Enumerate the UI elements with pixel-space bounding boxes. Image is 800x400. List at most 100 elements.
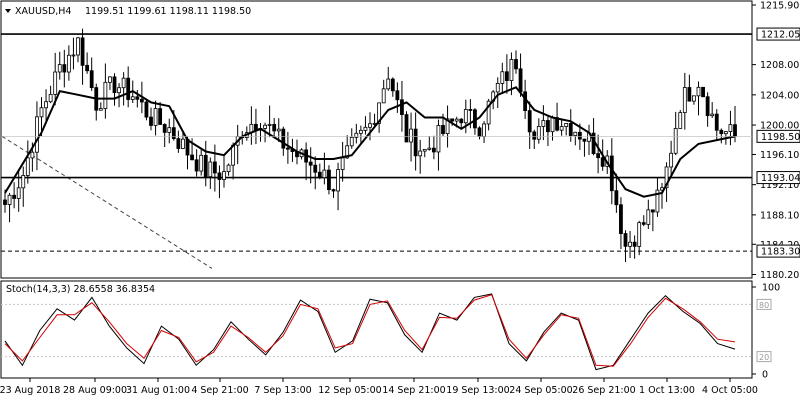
time-tick-label: 1 Oct 13:00	[639, 385, 695, 396]
time-tick-label: 4 Sep 21:00	[191, 385, 248, 396]
candle-body	[728, 124, 733, 133]
candle-body	[637, 222, 642, 247]
candle-body	[53, 71, 58, 95]
candle-body	[112, 76, 117, 94]
candle-body	[345, 145, 350, 159]
candle-body	[281, 128, 286, 149]
candle-body	[445, 118, 450, 135]
candle-body	[30, 151, 35, 159]
candle-body	[327, 169, 331, 190]
candle-body	[381, 88, 386, 104]
candle-body	[71, 54, 76, 57]
trendline-group	[1, 135, 213, 269]
candlesticks	[3, 28, 737, 262]
candle-body	[441, 125, 445, 135]
candle-body	[222, 171, 226, 180]
candle-body	[203, 154, 208, 178]
candle-body	[194, 159, 199, 172]
horizontal-levels[interactable]: 1212.05 1193.04 1183.30	[1, 27, 800, 258]
candle-body	[176, 138, 181, 149]
collapse-arrow-icon[interactable]	[5, 9, 11, 13]
candle-body	[632, 241, 637, 247]
candle-body	[431, 147, 436, 153]
candle-body	[12, 194, 17, 199]
candle-body	[322, 169, 327, 179]
candle-body	[190, 154, 194, 161]
candle-body	[354, 132, 359, 138]
candle-body	[646, 209, 651, 225]
candle-body	[199, 154, 204, 172]
candle-body	[436, 125, 441, 153]
candle-body	[486, 100, 491, 125]
candle-body	[468, 109, 473, 111]
candle-body	[710, 113, 715, 117]
candle-body	[377, 102, 382, 124]
time-tick-label: 31 Aug 01:00	[126, 385, 190, 396]
candle-body	[619, 204, 623, 234]
candle-body	[85, 64, 90, 72]
trendline	[1, 135, 213, 269]
stoch-axis: 100 0 80 20	[1, 283, 780, 381]
candle-body	[733, 124, 737, 137]
candle-body	[208, 161, 213, 178]
candle-body	[495, 83, 500, 93]
candle-body	[687, 87, 692, 102]
candle-body	[135, 96, 140, 100]
candle-body	[500, 71, 505, 84]
candle-body	[664, 166, 669, 189]
candle-body	[103, 81, 108, 109]
candle-body	[614, 190, 619, 206]
ohlc-values: 1199.51 1199.61 1198.11 1198.50	[85, 6, 251, 17]
candle-body	[650, 209, 655, 213]
candle-body	[609, 155, 614, 192]
candle-body	[509, 59, 514, 82]
candle-body	[340, 157, 345, 170]
price-tick-label: 1204.00	[760, 90, 799, 101]
current-price-box	[756, 129, 800, 143]
time-tick-label: 7 Sep 13:00	[254, 385, 311, 396]
candle-body	[149, 116, 153, 126]
candle-body	[409, 128, 413, 143]
candle-body	[600, 157, 605, 167]
candle-body	[331, 189, 336, 192]
candle-body	[158, 108, 163, 125]
candle-body	[454, 118, 459, 122]
time-tick-label: 14 Sep 21:00	[382, 385, 445, 396]
candle-body	[217, 172, 222, 180]
candle-body	[7, 194, 12, 205]
candle-body	[386, 78, 391, 90]
price-tick-label: 1192.10	[760, 180, 799, 191]
price-tick-label: 1200.00	[760, 121, 799, 132]
symbol-label: XAUUSD,H4	[15, 6, 71, 17]
candle-body	[427, 147, 432, 150]
candle-body	[35, 116, 39, 153]
candle-body	[181, 138, 185, 149]
time-tick-label: 23 Aug 2018	[0, 385, 60, 396]
candle-body	[641, 222, 646, 225]
candle-body	[144, 101, 149, 118]
candle-body	[3, 199, 7, 205]
candle-body	[272, 124, 277, 132]
time-tick-label: 19 Sep 13:00	[446, 385, 509, 396]
candle-body	[130, 96, 135, 100]
candle-body	[21, 175, 26, 189]
candle-body	[705, 96, 710, 117]
stoch-level-label: 80	[759, 301, 769, 310]
candle-body	[482, 123, 486, 137]
candle-body	[336, 169, 340, 192]
candle-body	[117, 87, 121, 94]
candle-body	[404, 114, 409, 143]
current-price-label: 1198.50	[1, 129, 800, 143]
candle-body	[76, 37, 80, 56]
candle-body	[573, 131, 578, 136]
level-label: 1183.30	[761, 247, 800, 258]
stoch-level-box	[756, 351, 772, 363]
candle-body	[276, 128, 281, 132]
candle-body	[568, 123, 573, 136]
stoch-signal-line	[4, 294, 736, 367]
current-price-text: 1198.50	[761, 132, 800, 143]
candle-body	[577, 131, 582, 140]
candle-body	[678, 112, 683, 129]
candle-body	[669, 152, 674, 168]
candle-body	[349, 136, 354, 147]
